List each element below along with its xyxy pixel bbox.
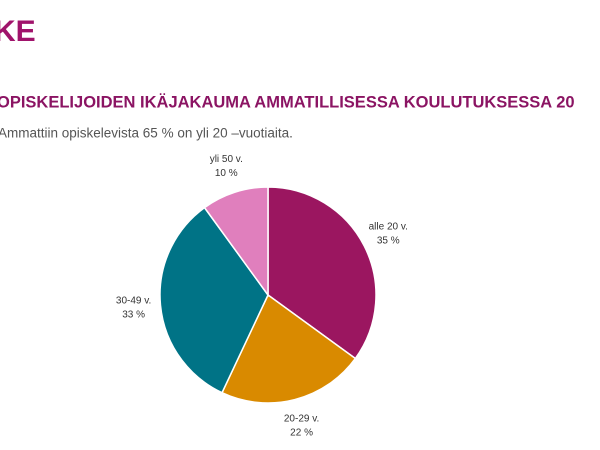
pie-slice (203, 186, 269, 298)
slice-value-label: 33 % (122, 309, 145, 320)
slice-value-label: 22 % (290, 427, 313, 438)
pie-slice (159, 206, 269, 394)
slice-category-label: alle 20 v. (369, 221, 408, 232)
logo: KE (0, 15, 36, 48)
chart-subtitle: Ammattiin opiskelevista 65 % on yli 20 –… (0, 126, 293, 141)
slice-value-label: 35 % (377, 235, 400, 246)
pie-slice (267, 186, 377, 360)
slice-category-label: yli 50 v. (210, 154, 243, 165)
slice-category-label: 30-49 v. (116, 295, 151, 306)
slice-value-label: 10 % (215, 168, 238, 179)
slice-category-label: 20-29 v. (284, 413, 319, 424)
chart-title: OPISKELIJOIDEN IKÄJAKAUMA AMMATILLISESSA… (0, 93, 575, 111)
